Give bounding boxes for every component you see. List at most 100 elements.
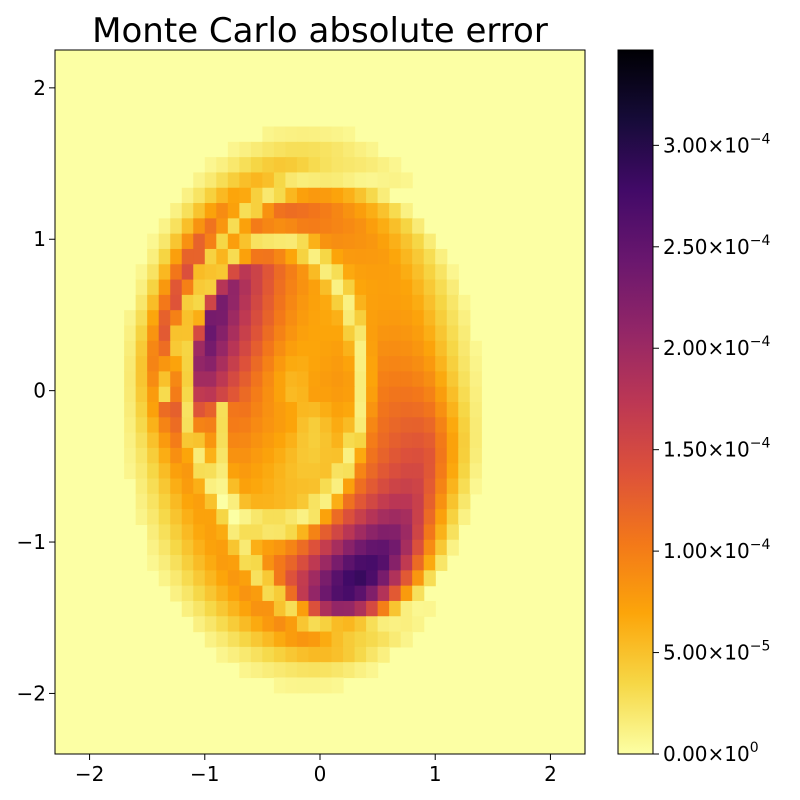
heatmap-cell — [400, 585, 413, 602]
heatmap-cell — [181, 478, 194, 495]
colorbar-tick-mantissa: 5.00 — [663, 641, 708, 665]
heatmap-cell — [412, 616, 425, 633]
heatmap-cell — [308, 310, 321, 327]
heatmap-cell — [193, 203, 206, 219]
heatmap-cell — [147, 294, 160, 311]
heatmap-cell — [320, 141, 333, 158]
heatmap-cell — [343, 310, 356, 327]
heatmap-cell — [331, 447, 344, 464]
heatmap-cell — [262, 463, 275, 480]
heatmap-cell — [216, 447, 229, 464]
heatmap-cell — [285, 264, 298, 281]
heatmap-cell — [250, 631, 263, 648]
heatmap-cell — [389, 631, 402, 648]
heatmap-cell — [204, 600, 217, 617]
heatmap-cell — [262, 386, 275, 403]
heatmap-cell — [262, 509, 275, 526]
heatmap-cell — [285, 585, 298, 602]
heatmap-cell — [158, 233, 171, 250]
heatmap-cell — [204, 187, 217, 204]
heatmap-cell — [239, 432, 252, 449]
heatmap-cell — [446, 478, 459, 495]
heatmap-cell — [296, 631, 310, 648]
heatmap-cell — [181, 248, 194, 265]
heatmap-cell — [124, 340, 137, 357]
heatmap-cell — [158, 417, 171, 434]
heatmap-cell — [216, 524, 229, 541]
heatmap-cell — [435, 555, 448, 571]
heatmap-cell — [262, 371, 275, 388]
heatmap-cell — [343, 447, 356, 464]
heatmap-cell — [193, 539, 206, 556]
colorbar-tick-times: ×10 — [708, 742, 750, 766]
heatmap — [124, 126, 482, 694]
heatmap-cell — [435, 356, 448, 372]
heatmap-cell — [227, 157, 240, 174]
heatmap-cell — [469, 463, 482, 480]
heatmap-cell — [354, 172, 367, 189]
heatmap-cell — [400, 294, 413, 311]
heatmap-cell — [320, 509, 333, 526]
heatmap-cell — [250, 340, 263, 357]
heatmap-cell — [262, 203, 275, 219]
heatmap-cell — [308, 356, 321, 372]
heatmap-cell — [262, 141, 275, 158]
heatmap-cell — [296, 187, 310, 204]
heatmap-cell — [135, 463, 148, 480]
plot-area — [54, 49, 586, 755]
heatmap-cell — [446, 432, 459, 449]
heatmap-cell — [366, 463, 379, 480]
heatmap-cell — [158, 340, 171, 357]
heatmap-cell — [343, 432, 356, 449]
heatmap-cell — [181, 340, 194, 357]
colorbar-tick-exponent: −4 — [750, 537, 771, 553]
heatmap-cell — [239, 356, 252, 372]
heatmap-cell — [412, 463, 425, 480]
heatmap-cell — [377, 172, 390, 189]
heatmap-cell — [170, 570, 183, 587]
heatmap-cell — [135, 264, 148, 281]
heatmap-cell — [216, 340, 229, 357]
heatmap-cell — [273, 248, 287, 265]
heatmap-cell — [216, 417, 229, 434]
heatmap-cell — [366, 585, 379, 602]
heatmap-cell — [389, 340, 402, 357]
heatmap-cell — [239, 279, 252, 296]
heatmap-cell — [331, 157, 344, 174]
heatmap-cell — [343, 509, 356, 526]
heatmap-cell — [354, 141, 367, 158]
heatmap-cell — [204, 264, 217, 281]
heatmap-cell — [239, 509, 252, 526]
heatmap-cell — [458, 386, 471, 403]
heatmap-cell — [227, 279, 240, 296]
heatmap-cell — [147, 340, 160, 357]
heatmap-cell — [400, 616, 413, 633]
heatmap-cell — [320, 325, 333, 342]
heatmap-cell — [377, 570, 390, 587]
colorbar-tick-label: 1.50×10−4 — [663, 436, 770, 462]
heatmap-cell — [354, 279, 367, 296]
heatmap-cell — [181, 417, 194, 434]
heatmap-cell — [423, 248, 436, 265]
heatmap-cell — [158, 310, 171, 327]
heatmap-cell — [320, 432, 333, 449]
heatmap-cell — [227, 294, 240, 311]
heatmap-cell — [296, 463, 310, 480]
heatmap-cell — [239, 248, 252, 265]
heatmap-cell — [377, 157, 390, 174]
heatmap-cell — [308, 233, 321, 250]
heatmap-cell — [296, 509, 310, 526]
heatmap-cell — [285, 187, 298, 204]
heatmap-cell — [423, 386, 436, 403]
heatmap-cell — [193, 386, 206, 403]
heatmap-cell — [389, 233, 402, 250]
heatmap-cell — [285, 386, 298, 403]
heatmap-cell — [366, 248, 379, 265]
heatmap-cell — [250, 493, 263, 510]
heatmap-cell — [239, 631, 252, 648]
heatmap-cell — [273, 325, 287, 342]
heatmap-cell — [216, 386, 229, 403]
heatmap-cell — [273, 264, 287, 281]
heatmap-cell — [193, 248, 206, 265]
heatmap-cell — [400, 248, 413, 265]
